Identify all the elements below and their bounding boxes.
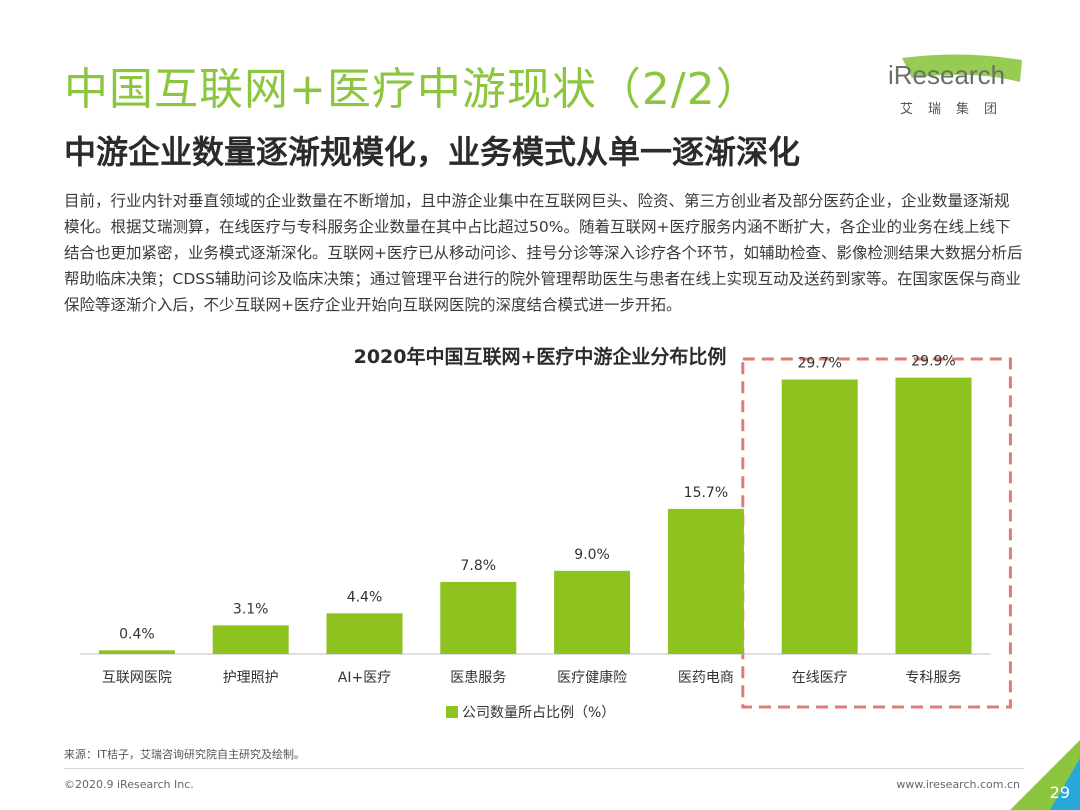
- bar-8: [895, 377, 972, 654]
- data-label-4: 7.8%: [461, 558, 497, 574]
- data-label-3: 4.4%: [347, 589, 383, 605]
- source-note: 来源：IT桔子，艾瑞咨询研究院自主研究及绘制。: [64, 748, 305, 761]
- data-label-7: 29.7%: [797, 356, 841, 372]
- logo-subtext: 艾瑞集团: [900, 102, 1013, 117]
- chart-title: 2020年中国互联网+医疗中游企业分布比例: [353, 346, 727, 368]
- legend-swatch: [446, 706, 458, 718]
- corner-decoration-icon: [1010, 740, 1080, 810]
- bar-chart: 0.4% 互联网医院 3.1% 护理照护 4.4% AI+医疗 7.8% 医患服务 9.0% 医疗…: [80, 354, 1012, 721]
- x-tick-label-7: 在线医疗: [792, 670, 848, 686]
- footer-divider: [64, 768, 1024, 769]
- logo-swoosh-icon: [902, 54, 1022, 82]
- data-label-6: 15.7%: [684, 485, 728, 501]
- page-number: 29: [1049, 783, 1070, 802]
- x-tick-label-6: 医药电商: [678, 670, 734, 686]
- logo-text: iResearch: [888, 60, 1006, 90]
- bar-5: [554, 570, 631, 654]
- bar-6: [667, 508, 744, 654]
- bar-2: [212, 625, 289, 654]
- x-tick-label-2: 护理照护: [223, 670, 279, 686]
- x-tick-label-4: 医患服务: [450, 670, 506, 686]
- page-title: 中国互联网+医疗中游现状（2/2）: [64, 64, 761, 115]
- data-label-2: 3.1%: [233, 601, 269, 617]
- intro-paragraph: 目前，行业内针对垂直领域的企业数量在不断增加，且中游企业集中在互联网巨头、险资、…: [64, 192, 1023, 314]
- legend-label: 公司数量所占比例（%）: [462, 705, 615, 721]
- x-tick-label-1: 互联网医院: [102, 670, 172, 686]
- website-link[interactable]: www.iresearch.com.cn: [896, 778, 1020, 791]
- bar-1: [98, 650, 175, 654]
- bar-7: [781, 379, 858, 654]
- data-label-8: 29.9%: [911, 354, 955, 370]
- bar-4: [440, 581, 517, 654]
- data-label-1: 0.4%: [119, 626, 155, 642]
- highlight-box: [741, 357, 1012, 709]
- bar-3: [326, 613, 403, 654]
- x-tick-label-5: 医疗健康险: [557, 669, 627, 686]
- copyright-text: ©2020.9 iResearch Inc.: [64, 778, 194, 791]
- page-subtitle: 中游企业数量逐渐规模化，业务模式从单一逐渐深化: [64, 133, 801, 171]
- data-label-5: 9.0%: [574, 547, 610, 563]
- x-tick-label-3: AI+医疗: [338, 670, 391, 686]
- iresearch-logo: iResearch 艾瑞集团: [872, 52, 1032, 124]
- x-tick-label-8: 专科服务: [906, 670, 962, 686]
